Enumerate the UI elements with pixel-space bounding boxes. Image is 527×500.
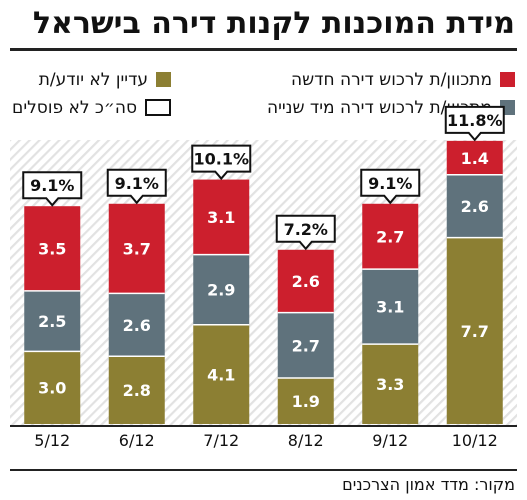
legend-secondhand-label: מתכוון/ת לרכוש דירה מיד שנייה [266,98,492,118]
legend-undecided: עדיין לא יודע/ת [39,70,171,90]
bar-segment [193,324,250,424]
x-tick-label: 7/12 [203,431,239,450]
data-label: 3.1 [207,208,235,227]
data-label: 3.1 [376,298,404,317]
total-label: 10.1% [193,150,249,169]
bar-segment [24,206,81,291]
total-callout [275,214,336,251]
bar-segment [277,378,334,424]
data-label: 2.6 [461,197,489,216]
data-label: 2.7 [376,227,404,246]
data-label: 1.9 [292,392,320,411]
bar-segment [108,356,165,424]
bar-segment [24,290,81,352]
data-label: 2.8 [123,381,151,400]
data-label: 3.0 [38,379,66,398]
footer-rule [10,469,517,471]
data-label: 3.7 [123,240,151,259]
x-tick-label: 5/12 [34,431,70,450]
chart-title: מידת המוכנות לקנות דירה בישראל [32,6,515,41]
data-label: 3.3 [376,375,404,394]
data-label: 4.1 [207,365,235,384]
data-label: 2.6 [292,272,320,291]
bar-segment [362,344,419,424]
legend-new-apartment-label: מתכוון/ת לרכוש דירה חדשה [291,70,492,90]
bar-segment [24,351,81,424]
legend-total: סה״כ לא פוסלים [12,98,171,118]
bar-segment [108,203,165,294]
total-callout [106,168,167,205]
bar-segment [446,140,503,175]
bar-segment [193,179,250,255]
total-callout [22,171,83,207]
title-rule [10,48,517,51]
data-label: 2.9 [207,281,235,300]
data-label: 1.4 [461,149,489,168]
bar-segment [277,312,334,379]
x-tick-label: 6/12 [119,431,155,450]
data-label: 2.6 [123,316,151,335]
total-callout [191,144,252,181]
data-label: 2.7 [292,336,320,355]
total-label: 9.1% [368,174,412,193]
legend-new-apartment: מתכוון/ת לרכוש דירה חדשה [291,70,515,90]
x-tick-label: 8/12 [288,431,324,450]
legend-new-apartment-swatch [500,72,515,87]
bar-segment [108,293,165,357]
bar-segment [362,269,419,345]
total-label: 7.2% [284,220,328,239]
data-label: 2.5 [38,312,66,331]
bar-segment [362,203,419,270]
data-label: 3.5 [38,240,66,259]
bar-segment [277,249,334,313]
bar-segment [193,254,250,325]
total-label: 9.1% [30,176,74,195]
plot-background [10,140,517,426]
legend-undecided-swatch [156,72,171,87]
bar-segment [446,237,503,424]
total-callout [444,105,505,142]
source-note: מקור: מדד אמון הצרכנים [342,475,515,494]
x-tick-label: 10/12 [452,431,498,450]
legend-total-callout-icon [145,99,171,116]
legend-total-label: סה״כ לא פוסלים [12,98,137,118]
total-callout [360,168,421,205]
total-label: 9.1% [115,174,159,193]
data-label: 7.7 [461,322,489,341]
bar-segment [446,174,503,238]
total-label: 11.8% [447,111,503,130]
legend-undecided-label: עדיין לא יודע/ת [38,70,148,90]
x-tick-label: 9/12 [372,431,408,450]
